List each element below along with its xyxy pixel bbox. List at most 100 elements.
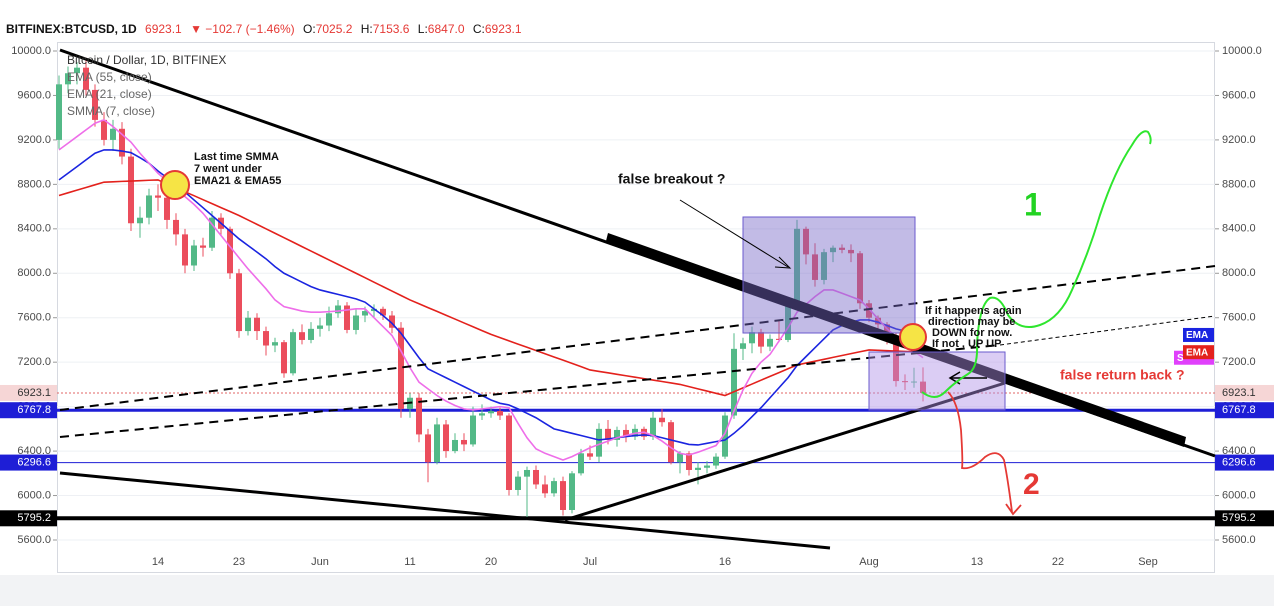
candle-body: [92, 89, 98, 120]
candle-body: [299, 332, 305, 340]
dashed-line: [59, 344, 1001, 438]
y-tick-label: 10000.0: [1222, 45, 1262, 57]
arrow-head: [774, 256, 792, 269]
candle-body: [137, 217, 143, 224]
y-tick-label: 8400.0: [17, 223, 51, 235]
candle-body: [803, 228, 809, 255]
x-tick-label: Jul: [583, 556, 597, 568]
x-tick-label: 23: [233, 556, 245, 568]
candle-body: [56, 84, 62, 140]
candle-body: [254, 317, 260, 332]
last-price: 6923.1: [145, 22, 182, 36]
change: ▼ −102.7 (−1.46%): [190, 22, 295, 36]
annotation: 7 went under: [194, 163, 263, 175]
candle-body: [380, 308, 386, 316]
arrow-head: [1005, 503, 1022, 516]
candle-body: [362, 311, 368, 316]
x-tick-label: 14: [152, 556, 164, 568]
y-tick-label: 6000.0: [1222, 489, 1256, 501]
y-tick-label: 7600.0: [1222, 312, 1256, 324]
price-tag: [1215, 510, 1274, 527]
candle-body: [830, 247, 836, 253]
x-tick-label: Sep: [1138, 556, 1158, 568]
candle-body: [389, 315, 395, 328]
candle-body: [353, 315, 359, 330]
price-tag: [1215, 454, 1274, 471]
candle-body: [920, 381, 926, 393]
annotation: EMA21 & EMA55: [194, 175, 281, 187]
candle-body: [443, 424, 449, 452]
ohlc-value: 7025.2: [316, 22, 353, 36]
candle-body: [191, 245, 197, 266]
symbol: BITFINEX:BTCUSD, 1D: [6, 22, 137, 36]
legend-entry: EMA (21, close): [67, 87, 152, 101]
candle-body: [542, 484, 548, 494]
candle-body: [560, 481, 566, 510]
candle-body: [551, 481, 557, 494]
candle-body: [758, 332, 764, 347]
candle-body: [785, 305, 791, 340]
plot-frame: [57, 42, 1215, 573]
dashed-line: [999, 315, 1216, 346]
y-tick-label: 7600.0: [17, 312, 51, 324]
candle-body: [317, 325, 323, 329]
x-tick-label: 16: [719, 556, 731, 568]
candle-body: [209, 217, 215, 248]
bottom-strip: [0, 575, 1274, 606]
candle-body: [128, 156, 134, 224]
candle-body: [344, 305, 350, 330]
ohlc-key: O:: [303, 22, 316, 36]
y-tick-label: 9200.0: [1222, 134, 1256, 146]
zone-box: [868, 351, 1006, 411]
candle-body: [227, 228, 233, 274]
candle-body: [236, 273, 242, 332]
candle-body: [596, 428, 602, 457]
candle-body: [677, 453, 683, 463]
price-tag: [0, 384, 57, 401]
ohlc-value: 6923.1: [485, 22, 522, 36]
price-tag-label: 5795.2: [1222, 512, 1256, 524]
annotation: If it happens again: [925, 305, 1022, 317]
candle-body: [524, 469, 530, 477]
candle-body: [515, 476, 521, 490]
candle-body: [902, 381, 908, 383]
candle-body: [479, 413, 485, 416]
candle-body: [101, 119, 107, 140]
ohlc-key: L:: [418, 22, 428, 36]
candle-body: [866, 303, 872, 318]
y-tick-label: 8400.0: [1222, 223, 1256, 235]
header: BITFINEX:BTCUSD, 1D 6923.1 ▼ −102.7 (−1.…: [6, 22, 522, 36]
y-tick-label: 5600.0: [1222, 534, 1256, 546]
candle-body: [371, 308, 377, 312]
candle-body: [731, 348, 737, 416]
candle-body: [245, 317, 251, 332]
candle-body: [497, 411, 503, 416]
y-tick-label: 10000.0: [11, 45, 51, 57]
x-tick-label: 11: [404, 556, 415, 568]
ohlc-key: H:: [361, 22, 373, 36]
ohlc-value: 7153.6: [373, 22, 410, 36]
candle-body: [875, 317, 881, 325]
candle-body: [335, 305, 341, 314]
y-tick-label: 7200.0: [17, 356, 51, 368]
price-tag: [1215, 384, 1274, 401]
x-tick-label: Aug: [859, 556, 879, 568]
x-tick-label: Jun: [311, 556, 329, 568]
candle-body: [578, 453, 584, 474]
candle-body: [749, 332, 755, 344]
legend-entry: EMA (55, close): [67, 70, 152, 84]
indicator-line: [58, 149, 924, 446]
drawings: Last time SMMA 7 went under EMA21 & EMA5…: [59, 48, 1216, 550]
annotation: direction may be: [928, 316, 1015, 328]
candle-body: [452, 439, 458, 452]
candle-body: [263, 331, 269, 346]
y-tick-label: 8000.0: [1222, 267, 1256, 279]
candle-body: [461, 439, 467, 445]
y-tick-label: 6000.0: [17, 489, 51, 501]
candle-body: [200, 245, 206, 248]
price-tag-label: 6923.1: [1222, 387, 1256, 399]
candle-body: [308, 328, 314, 340]
